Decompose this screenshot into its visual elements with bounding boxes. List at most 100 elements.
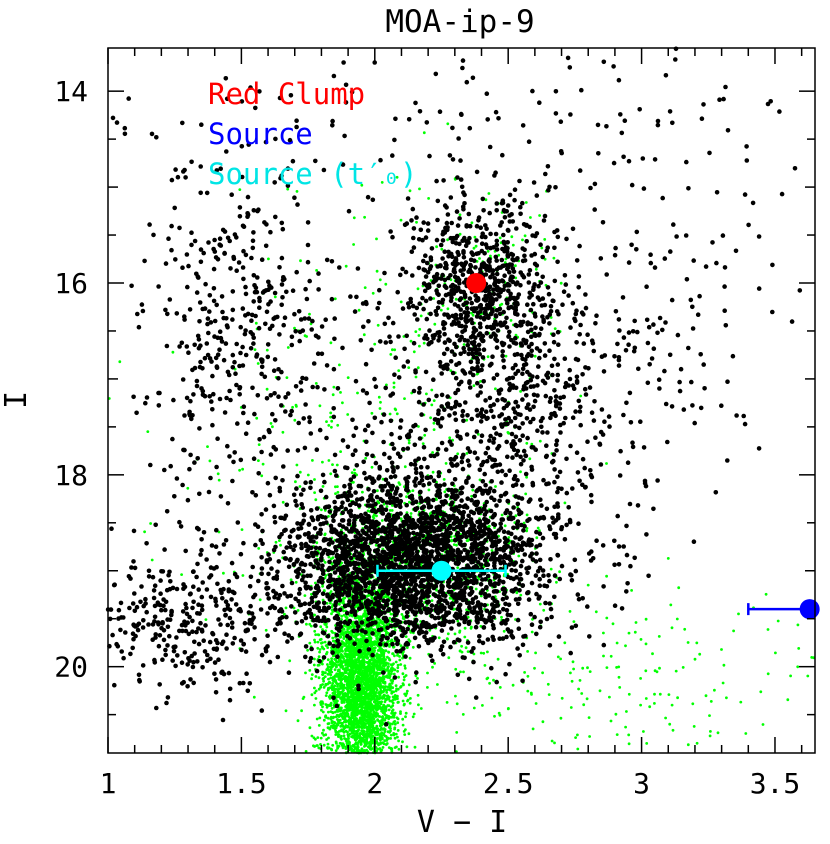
star-point: [399, 644, 403, 648]
star-point: [369, 736, 373, 740]
star-point: [313, 691, 317, 695]
star-point: [354, 726, 358, 729]
star-point: [350, 747, 353, 750]
star-point: [329, 601, 332, 605]
chart-title: MOA-ip-9: [385, 4, 534, 40]
star-point: [392, 385, 396, 389]
star-point: [402, 730, 406, 733]
star-point: [326, 716, 330, 720]
star-point: [453, 632, 457, 636]
star-point: [325, 652, 328, 656]
star-point: [265, 387, 269, 391]
star-point: [343, 693, 347, 697]
star-point: [366, 714, 370, 718]
star-point: [391, 652, 395, 655]
star-point: [340, 614, 344, 618]
star-point: [374, 634, 378, 638]
star-point: [331, 711, 335, 715]
star-point: [379, 689, 383, 692]
star-point: [389, 612, 393, 616]
star-point: [380, 715, 384, 719]
star-point: [369, 688, 372, 692]
star-point: [657, 635, 661, 638]
star-point: [392, 381, 396, 385]
star-point: [331, 636, 335, 640]
star-point: [525, 441, 529, 445]
star-point: [481, 704, 484, 707]
star-point: [574, 736, 577, 739]
star-point: [399, 663, 403, 666]
star-point: [549, 567, 553, 571]
star-point: [334, 492, 337, 495]
star-point: [670, 703, 674, 707]
star-point: [378, 728, 382, 732]
star-point: [461, 713, 465, 716]
star-point: [352, 696, 356, 700]
star-point: [404, 635, 408, 638]
star-point: [569, 671, 572, 675]
star-point: [363, 673, 366, 676]
star-point: [339, 690, 343, 694]
star-point: [442, 478, 446, 481]
star-point: [394, 408, 398, 412]
star-point: [384, 675, 387, 678]
star-point: [362, 676, 365, 680]
star-point: [362, 734, 366, 738]
star-point: [594, 610, 598, 614]
star-point: [572, 620, 576, 623]
star-point: [377, 395, 381, 399]
star-point: [415, 220, 418, 224]
star-point: [354, 659, 358, 663]
star-point: [363, 701, 367, 704]
star-point: [385, 689, 388, 692]
star-point: [399, 218, 403, 222]
star-point: [337, 682, 340, 686]
star-point: [281, 430, 285, 434]
star-point: [334, 740, 338, 744]
star-point: [344, 649, 348, 653]
star-point: [399, 300, 403, 304]
star-point: [377, 653, 381, 657]
star-point: [435, 245, 438, 249]
star-point: [341, 699, 345, 703]
star-point: [406, 699, 409, 703]
star-point: [358, 703, 362, 707]
star-point: [494, 485, 497, 488]
star-point: [347, 695, 351, 699]
star-point: [325, 420, 328, 423]
star-point: [393, 727, 396, 731]
star-point: [357, 696, 360, 700]
star-point: [526, 674, 530, 678]
star-point: [336, 423, 340, 427]
star-point: [519, 593, 523, 597]
star-point: [353, 670, 356, 673]
star-point: [454, 667, 458, 671]
star-point: [333, 297, 337, 301]
star-point: [373, 628, 377, 632]
star-point: [349, 706, 353, 710]
star-point: [327, 746, 331, 750]
star-point: [458, 213, 462, 217]
star-point: [509, 319, 513, 322]
star-point: [343, 708, 347, 712]
star-point: [320, 700, 324, 704]
star-point: [346, 413, 350, 416]
star-point: [470, 221, 474, 225]
star-point: [368, 673, 372, 676]
star-point: [766, 672, 770, 676]
star-point: [317, 746, 321, 750]
star-point: [346, 730, 349, 734]
star-point: [759, 690, 763, 694]
star-point: [329, 710, 333, 713]
star-point: [348, 741, 351, 744]
star-point: [286, 346, 290, 349]
star-point: [681, 666, 685, 669]
star-point: [146, 430, 150, 433]
star-point: [644, 669, 648, 673]
star-point: [322, 679, 325, 683]
star-point: [298, 485, 302, 488]
star-point: [497, 498, 502, 504]
star-point: [695, 741, 699, 745]
star-point: [333, 668, 337, 672]
star-point: [362, 333, 366, 337]
